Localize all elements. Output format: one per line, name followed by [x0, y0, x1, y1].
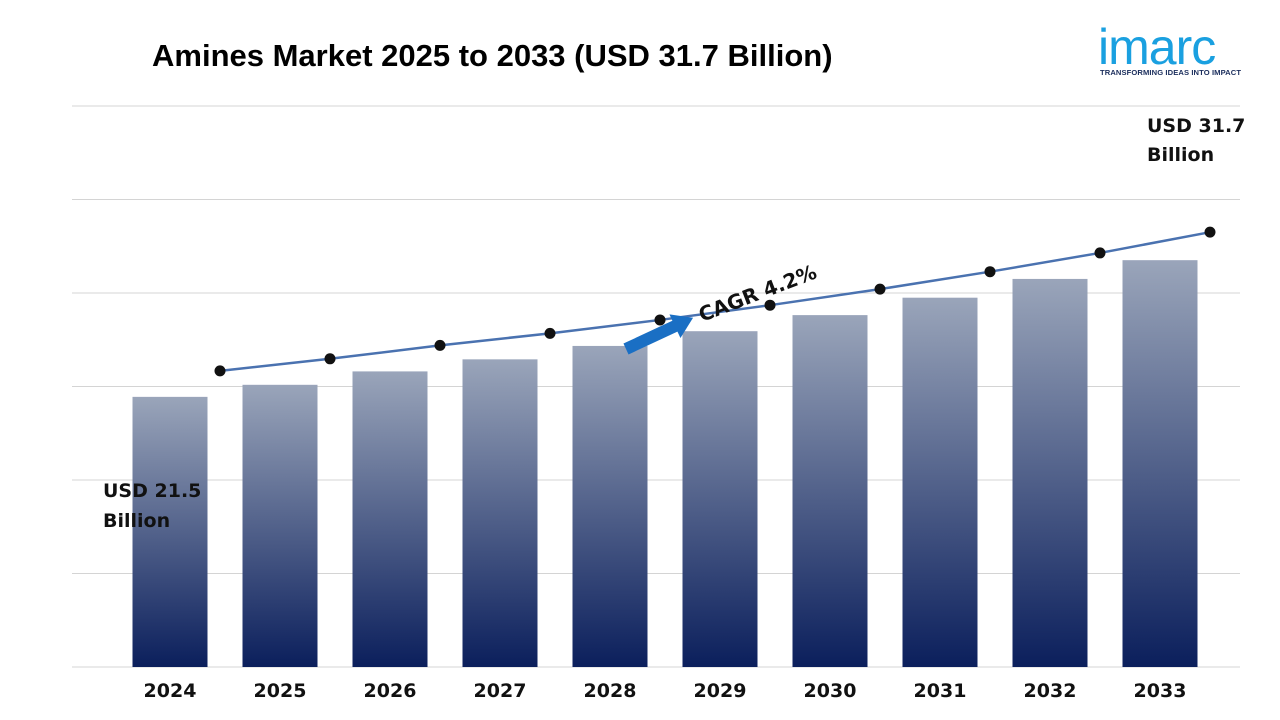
bar-2025 — [242, 384, 318, 667]
x-tick-label: 2031 — [914, 680, 967, 702]
bars — [132, 260, 1198, 667]
logo-tagline: TRANSFORMING IDEAS INTO IMPACT — [1100, 68, 1242, 77]
start-value-unit-label: Billion — [103, 510, 170, 532]
bar-2028 — [572, 345, 648, 667]
x-tick-label: 2027 — [474, 680, 527, 702]
bar-2030 — [792, 315, 868, 667]
bar-2024 — [132, 396, 208, 667]
logo-wordmark: imarc — [1098, 19, 1216, 75]
x-tick-label: 2032 — [1024, 680, 1077, 702]
cagr-arrow — [623, 314, 694, 355]
bar-2033 — [1122, 260, 1198, 667]
start-value-label: USD 21.5 — [103, 480, 201, 502]
trend-line-path — [219, 230, 1211, 373]
data-point-2026 — [434, 339, 446, 351]
chart-title: Amines Market 2025 to 2033 (USD 31.7 Bil… — [152, 38, 833, 73]
x-tick-label: 2033 — [1134, 680, 1187, 702]
bar-2029 — [682, 331, 758, 667]
imarc-logo: imarc TRANSFORMING IDEAS INTO IMPACT — [1098, 14, 1258, 84]
cagr-arrow-shaft — [623, 319, 680, 355]
data-point-2024 — [214, 365, 226, 377]
x-tick-label: 2029 — [694, 680, 747, 702]
data-point-2029 — [764, 299, 776, 311]
trend-line — [214, 226, 1216, 377]
data-point-2025 — [324, 353, 336, 365]
x-tick-label: 2030 — [804, 680, 857, 702]
bar-2026 — [352, 371, 428, 667]
x-tick-label: 2025 — [254, 680, 307, 702]
data-point-2031 — [984, 266, 996, 278]
data-point-2032 — [1094, 247, 1106, 259]
data-point-2027 — [544, 327, 556, 339]
x-tick-label: 2024 — [144, 680, 197, 702]
x-tick-label: 2028 — [584, 680, 637, 702]
end-value-unit-label: Billion — [1147, 144, 1214, 166]
bar-2027 — [462, 359, 538, 667]
data-point-2033 — [1204, 226, 1216, 238]
bar-2032 — [1012, 278, 1088, 667]
x-axis-ticks: 2024 2025 2026 2027 2028 2029 2030 2031 2032 2033 — [144, 680, 1187, 702]
data-point-2030 — [874, 283, 886, 295]
bar-2031 — [902, 297, 978, 667]
cagr-arrow-head — [669, 314, 694, 338]
x-tick-label: 2026 — [364, 680, 417, 702]
data-point-2028 — [654, 314, 666, 326]
end-value-label: USD 31.7 — [1147, 115, 1245, 137]
